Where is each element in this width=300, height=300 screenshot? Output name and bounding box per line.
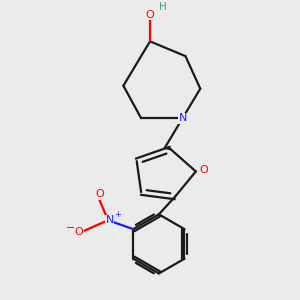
Text: O: O <box>146 10 154 20</box>
Text: N: N <box>179 113 187 123</box>
Text: O: O <box>200 165 208 175</box>
Text: H: H <box>158 2 166 12</box>
Text: −: − <box>66 223 75 232</box>
Text: +: + <box>114 210 121 219</box>
Text: O: O <box>95 189 103 199</box>
Text: N: N <box>105 215 114 225</box>
Text: O: O <box>74 227 83 237</box>
